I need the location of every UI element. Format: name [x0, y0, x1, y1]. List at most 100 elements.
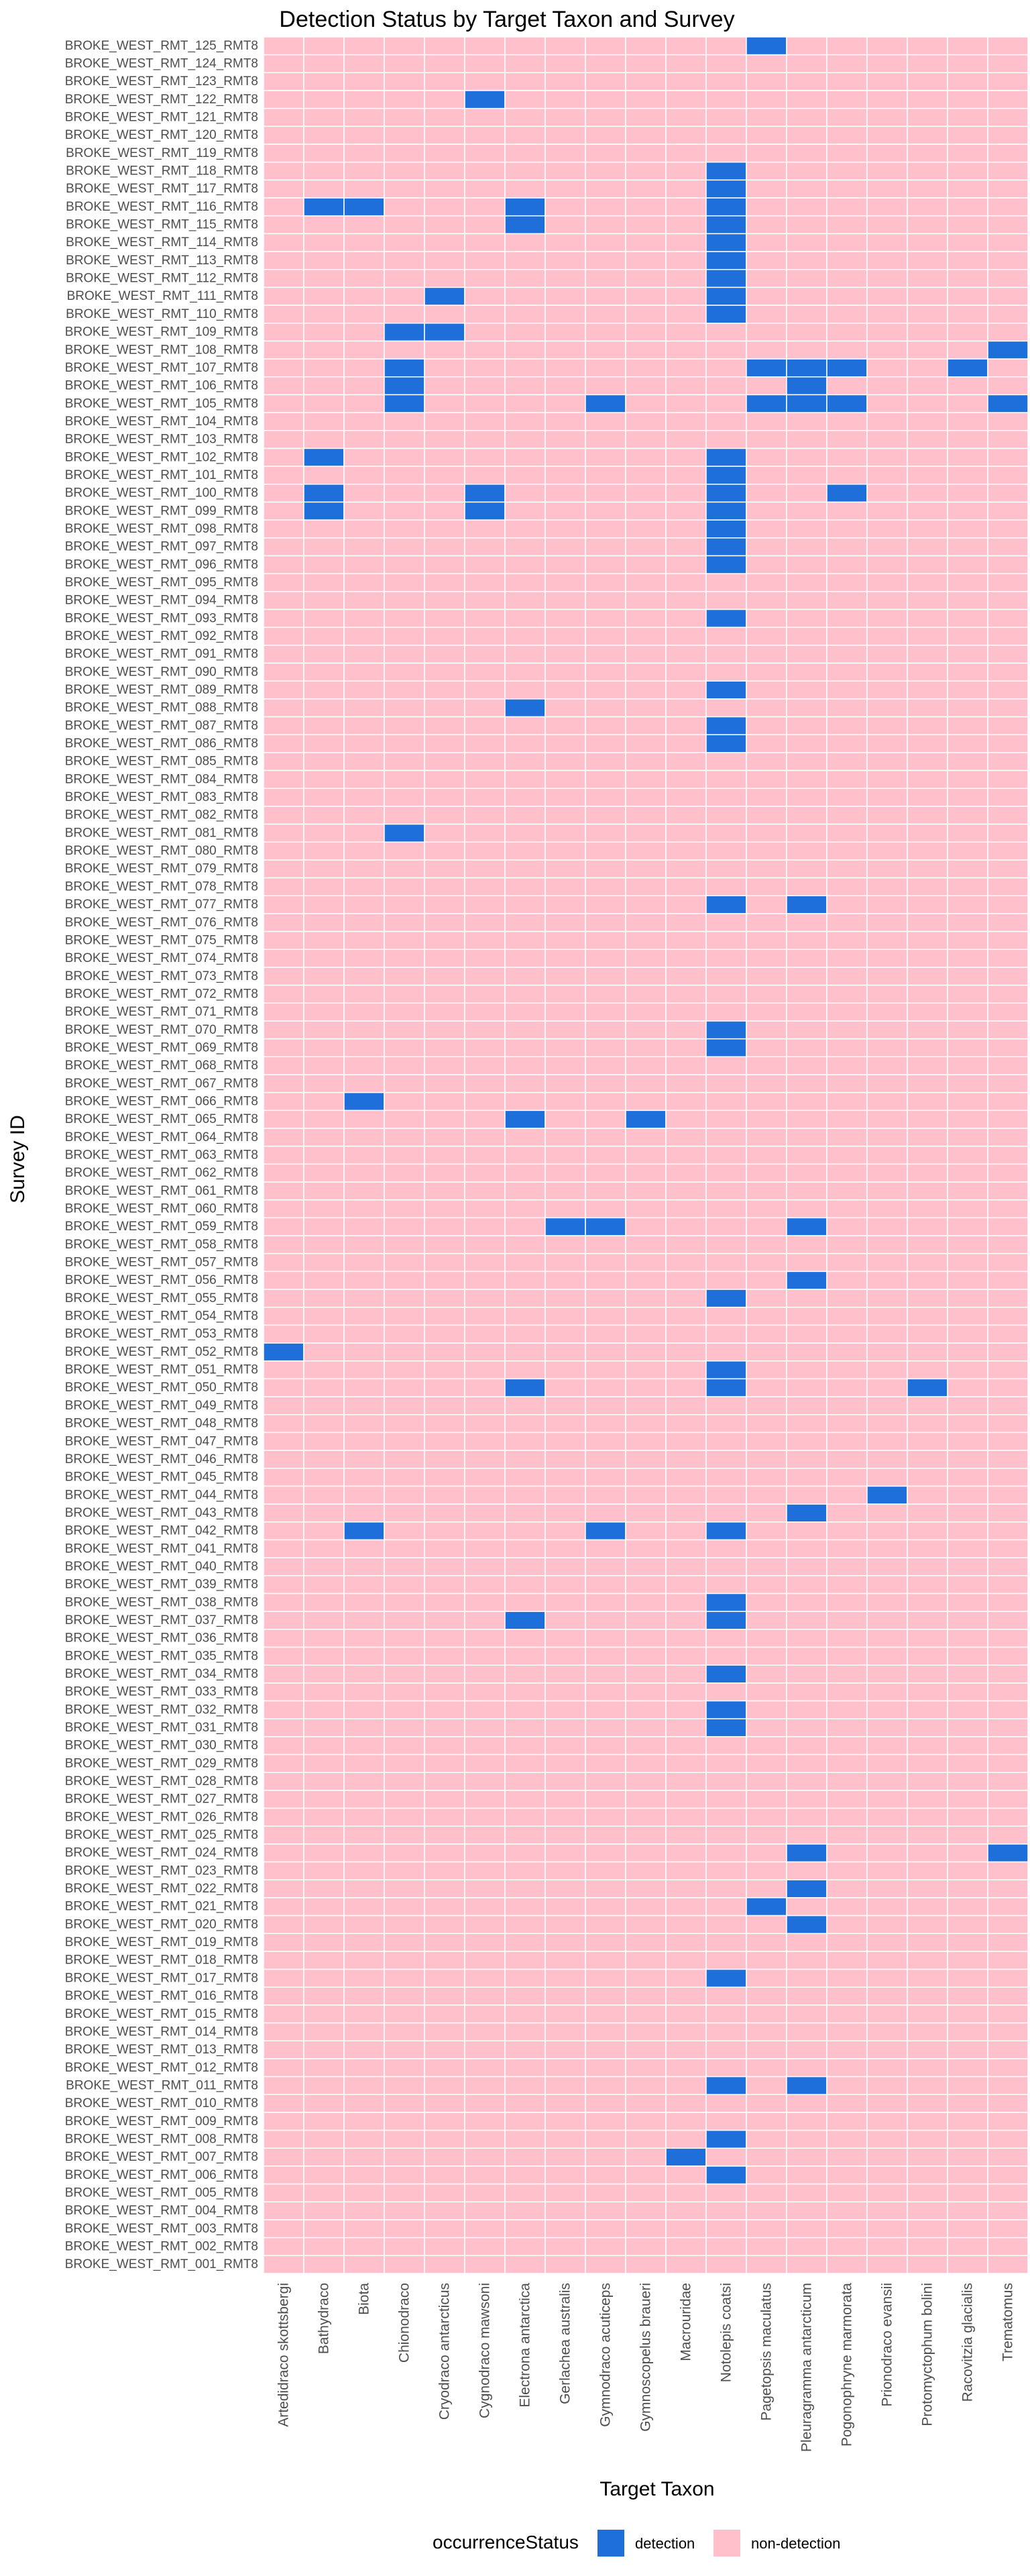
- heatmap-cell: [987, 1056, 1029, 1075]
- heatmap-cell: [947, 1861, 988, 1880]
- heatmap-cell: [947, 2183, 988, 2203]
- heatmap-cell: [786, 1611, 827, 1630]
- heatmap-cell: [384, 1324, 425, 1344]
- heatmap-cell: [826, 1861, 868, 1880]
- heatmap-cell: [625, 2058, 667, 2078]
- heatmap-cell: [545, 1682, 586, 1702]
- heatmap-cell: [625, 1754, 667, 1773]
- heatmap-cell: [746, 1324, 787, 1344]
- heatmap-cell: [464, 841, 506, 861]
- heatmap-cell: [384, 1790, 425, 1809]
- heatmap-cell: [987, 1181, 1029, 1201]
- heatmap-cell: [504, 2058, 546, 2078]
- heatmap-cell: [384, 1396, 425, 1415]
- heatmap-cell: [303, 2165, 345, 2185]
- heatmap-cell: [504, 268, 546, 288]
- heatmap-cell: [746, 823, 787, 843]
- heatmap-cell-detection: [303, 484, 345, 503]
- heatmap-cell: [826, 1145, 868, 1165]
- heatmap-cell: [987, 1861, 1029, 1880]
- heatmap-cell: [545, 1252, 586, 1273]
- heatmap-cell: [545, 1289, 586, 1308]
- heatmap-cell: [987, 2076, 1029, 2096]
- heatmap-cell: [545, 645, 586, 664]
- heatmap-cell: [665, 680, 707, 700]
- heatmap-cell: [504, 1074, 546, 1093]
- heatmap-cell: [625, 555, 667, 574]
- heatmap-cell: [424, 358, 465, 378]
- y-tick-label: BROKE_WEST_RMT_008_RMT8: [65, 2132, 258, 2146]
- heatmap-cell: [786, 1807, 827, 1827]
- heatmap-cell: [866, 2147, 908, 2167]
- heatmap-cell: [866, 323, 908, 342]
- heatmap-cell: [866, 841, 908, 861]
- heatmap-cell: [786, 1629, 827, 1648]
- heatmap-cell: [746, 1754, 787, 1773]
- heatmap-cell: [504, 537, 546, 557]
- heatmap-cell: [907, 555, 948, 574]
- heatmap-cell: [424, 340, 465, 360]
- heatmap-cell: [987, 1091, 1029, 1112]
- heatmap-cell: [705, 806, 747, 825]
- heatmap-cell: [585, 788, 626, 807]
- heatmap-cell: [746, 1968, 787, 1988]
- heatmap-cell: [947, 895, 988, 914]
- heatmap-cell: [746, 1235, 787, 1254]
- heatmap-cell: [504, 1324, 546, 1344]
- heatmap-cell: [826, 1235, 868, 1254]
- heatmap-cell: [625, 1450, 667, 1469]
- heatmap-cell: [504, 573, 546, 592]
- heatmap-cell: [585, 537, 626, 557]
- heatmap-cell: [545, 716, 586, 735]
- y-tick-label: BROKE_WEST_RMT_049_RMT8: [65, 1399, 258, 1413]
- heatmap-cell: [665, 1682, 707, 1702]
- heatmap-cell: [907, 54, 948, 74]
- heatmap-cell: [384, 1271, 425, 1290]
- heatmap-cell: [786, 1145, 827, 1165]
- heatmap-cell: [746, 1306, 787, 1326]
- heatmap-cell: [504, 1020, 546, 1040]
- heatmap-cell: [826, 233, 868, 252]
- heatmap-cell-detection: [343, 197, 385, 217]
- heatmap-cell: [987, 501, 1029, 521]
- heatmap-cell: [705, 1539, 747, 1558]
- heatmap-cell-detection: [705, 251, 747, 270]
- heatmap-cell: [866, 1145, 908, 1165]
- heatmap-cell: [786, 179, 827, 199]
- heatmap-cell: [303, 233, 345, 252]
- heatmap-cell: [826, 501, 868, 521]
- heatmap-cell-detection: [384, 394, 425, 413]
- heatmap-cell: [705, 859, 747, 879]
- heatmap-cell-detection: [705, 2165, 747, 2185]
- heatmap-cell: [545, 1539, 586, 1558]
- heatmap-cell: [907, 1110, 948, 1129]
- heatmap-cell: [947, 1843, 988, 1863]
- heatmap-cell: [464, 215, 506, 235]
- heatmap-cell: [987, 1521, 1029, 1541]
- heatmap-cell: [826, 340, 868, 360]
- heatmap-cell: [343, 1360, 385, 1380]
- heatmap-cell: [343, 984, 385, 1004]
- y-tick-label: BROKE_WEST_RMT_067_RMT8: [65, 1077, 258, 1091]
- heatmap-cell: [504, 519, 546, 539]
- heatmap-cell: [504, 179, 546, 199]
- heatmap-cell: [585, 251, 626, 270]
- heatmap-cell: [545, 841, 586, 861]
- y-tick-label: BROKE_WEST_RMT_038_RMT8: [65, 1595, 258, 1609]
- heatmap-cell: [424, 537, 465, 557]
- heatmap-cell: [947, 519, 988, 539]
- heatmap-cell: [665, 662, 707, 682]
- heatmap-cell: [504, 36, 546, 56]
- heatmap-cell: [947, 1682, 988, 1702]
- heatmap-cell: [585, 1252, 626, 1273]
- heatmap-cell: [545, 394, 586, 413]
- heatmap-cell: [907, 1485, 948, 1505]
- heatmap-cell: [424, 1664, 465, 1684]
- heatmap-cell: [424, 1986, 465, 2006]
- heatmap-cell: [343, 1629, 385, 1648]
- heatmap-cell: [746, 2058, 787, 2078]
- heatmap-cell: [464, 1289, 506, 1308]
- legend-title: occurrenceStatus: [433, 2532, 579, 2553]
- heatmap-cell: [786, 1128, 827, 1147]
- heatmap-cell: [947, 1324, 988, 1344]
